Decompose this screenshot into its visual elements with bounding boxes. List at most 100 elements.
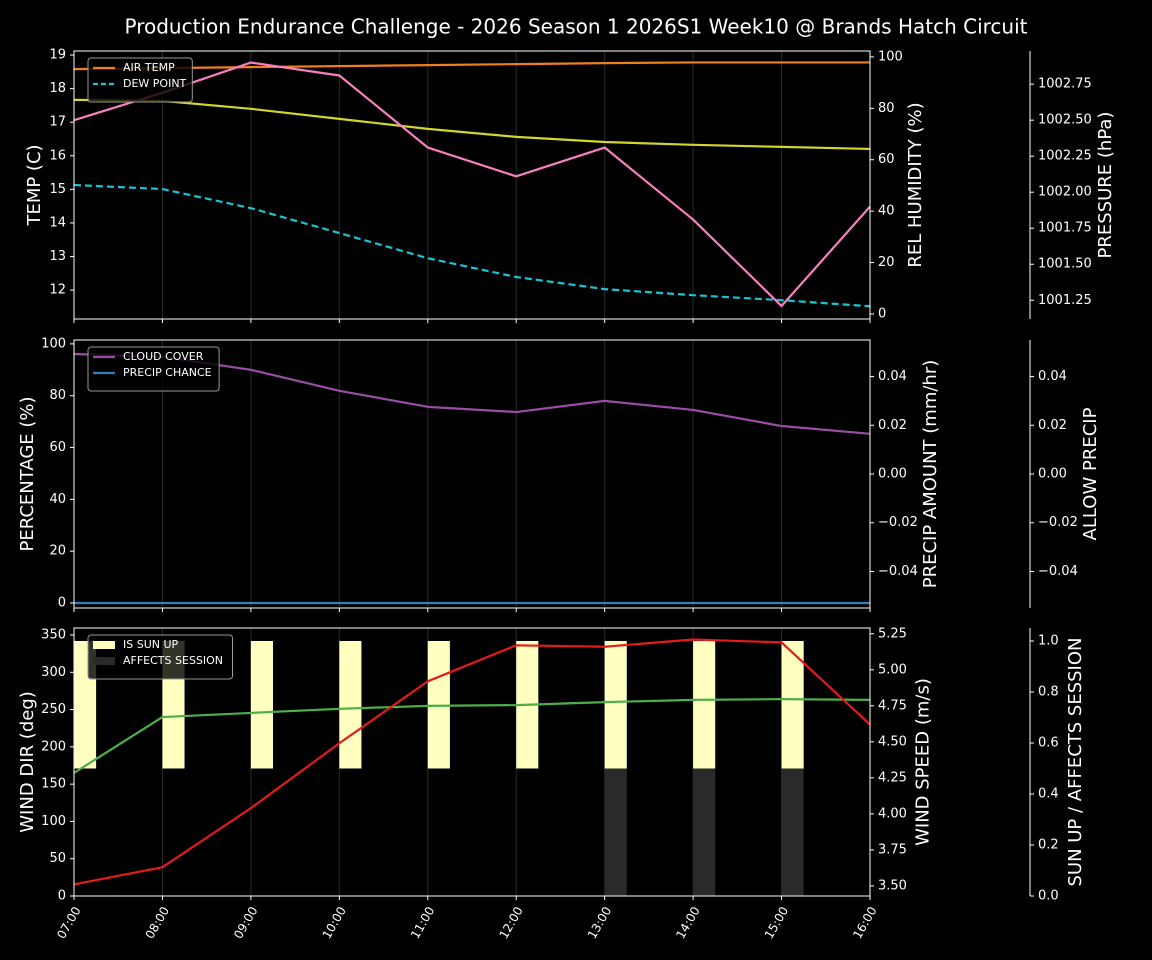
y3-axis-title: PRESSURE (hPa) — [1095, 112, 1116, 259]
y-tick-label: 14 — [49, 215, 66, 230]
y-tick-label: 40 — [49, 492, 66, 507]
y3-tick-label: 0.00 — [1038, 467, 1067, 482]
legend-label: DEW POINT — [123, 77, 187, 90]
bar — [781, 641, 804, 769]
y-tick-label: 16 — [49, 148, 66, 163]
y3-tick-label: −0.04 — [1038, 564, 1078, 579]
y-tick-label: 100 — [41, 336, 66, 351]
y3-tick-label: 1002.25 — [1038, 149, 1092, 164]
y-tick-label: 13 — [49, 249, 66, 264]
y3-tick-label: 0.04 — [1038, 369, 1067, 384]
y2-tick-label: 0.04 — [878, 369, 907, 384]
series-line — [73, 183, 871, 308]
y2-tick-label: −0.02 — [878, 515, 918, 530]
y2-tick-label: 60 — [878, 152, 895, 167]
y3-tick-label: 1002.00 — [1038, 185, 1092, 200]
bar — [250, 641, 273, 769]
y3-tick-label: 0.8 — [1038, 685, 1059, 700]
legend-box — [87, 346, 220, 392]
y2-tick-label: 0.00 — [878, 467, 907, 482]
bar — [693, 641, 716, 769]
series-line — [73, 61, 871, 308]
y3-tick-label: 0.0 — [1038, 889, 1059, 904]
y-tick-label: 19 — [49, 48, 66, 63]
legend-swatch — [93, 641, 115, 649]
y2-tick-label: 4.50 — [878, 734, 907, 749]
legend-box — [87, 634, 233, 680]
legend: CLOUD COVER PRECIP CHANCE — [87, 346, 220, 392]
y2-tick-label: 4.75 — [878, 698, 907, 713]
y-tick-label: 60 — [49, 440, 66, 455]
y-tick-label: 100 — [41, 814, 66, 829]
legend-label: IS SUN UP — [123, 638, 179, 651]
bar — [604, 641, 627, 769]
y3-tick-label: 0.6 — [1038, 736, 1059, 751]
y2-tick-label: 0 — [878, 306, 886, 321]
plot-frame — [73, 627, 871, 897]
y2-tick-label: −0.04 — [878, 564, 918, 579]
y3-tick-label: 0.4 — [1038, 787, 1059, 802]
y2-axis-title: WIND SPEED (m/s) — [913, 678, 934, 846]
y2-axis-title: REL HUMIDITY (%) — [905, 102, 926, 267]
series-line — [73, 61, 870, 71]
bar — [339, 641, 362, 769]
y3-axis-title: ALLOW PRECIP — [1080, 407, 1101, 540]
series-line — [73, 98, 871, 151]
y3-tick-label: 1002.75 — [1038, 77, 1092, 92]
y-tick-label: 80 — [49, 388, 66, 403]
y3-tick-label: −0.02 — [1038, 515, 1078, 530]
y-tick-label: 0 — [58, 595, 66, 610]
legend-label: CLOUD COVER — [123, 350, 204, 363]
legend-label: AFFECTS SESSION — [123, 654, 223, 667]
chart-title: Production Endurance Challenge - 2026 Se… — [125, 15, 1028, 39]
y-tick-label: 0 — [58, 889, 66, 904]
y2-axis-title: PRECIP AMOUNT (mm/hr) — [920, 360, 941, 589]
y3-axis-title: SUN UP / AFFECTS SESSION — [1065, 637, 1086, 886]
y-tick-label: 20 — [49, 544, 66, 559]
legend-label: AIR TEMP — [123, 61, 175, 74]
y3-tick-label: 0.02 — [1038, 418, 1067, 433]
legend-swatch — [93, 657, 115, 665]
plot-frame — [73, 50, 871, 320]
y-tick-label: 50 — [49, 851, 66, 866]
y2-tick-label: 20 — [878, 255, 895, 270]
y2-tick-label: 80 — [878, 101, 895, 116]
y-axis-title: PERCENTAGE (%) — [17, 396, 38, 551]
y2-tick-label: 40 — [878, 204, 895, 219]
legend: IS SUN UP AFFECTS SESSION — [87, 634, 233, 680]
y2-tick-label: 4.25 — [878, 770, 907, 785]
y2-tick-label: 5.25 — [878, 626, 907, 641]
y3-tick-label: 1001.25 — [1038, 293, 1092, 308]
y-tick-label: 17 — [49, 115, 66, 130]
y2-tick-label: 5.00 — [878, 662, 907, 677]
legend: AIR TEMP DEW POINT — [87, 57, 193, 103]
series-line — [73, 698, 871, 774]
y2-tick-label: 100 — [878, 49, 903, 64]
y-tick-label: 300 — [41, 665, 66, 680]
y-axis-title: WIND DIR (deg) — [17, 691, 38, 833]
y-tick-label: 200 — [41, 739, 66, 754]
y-tick-label: 18 — [49, 81, 66, 96]
y3-tick-label: 1.0 — [1038, 634, 1059, 649]
y3-tick-label: 1001.50 — [1038, 257, 1092, 272]
bar — [781, 768, 804, 896]
y-tick-label: 350 — [41, 628, 66, 643]
y2-tick-label: 3.75 — [878, 842, 907, 857]
y2-tick-label: 4.00 — [878, 806, 907, 821]
y-tick-label: 150 — [41, 777, 66, 792]
legend-label: PRECIP CHANCE — [123, 366, 212, 379]
y-axis-title: TEMP (C) — [24, 144, 45, 226]
bar — [693, 768, 716, 896]
y2-tick-label: 0.02 — [878, 418, 907, 433]
y3-tick-label: 1002.50 — [1038, 113, 1092, 128]
series-line — [73, 638, 871, 886]
y-tick-label: 250 — [41, 702, 66, 717]
y3-tick-label: 0.2 — [1038, 838, 1059, 853]
y2-tick-label: 3.50 — [878, 878, 907, 893]
bar — [604, 768, 627, 896]
y-tick-label: 12 — [49, 283, 66, 298]
y3-tick-label: 1001.75 — [1038, 221, 1092, 236]
